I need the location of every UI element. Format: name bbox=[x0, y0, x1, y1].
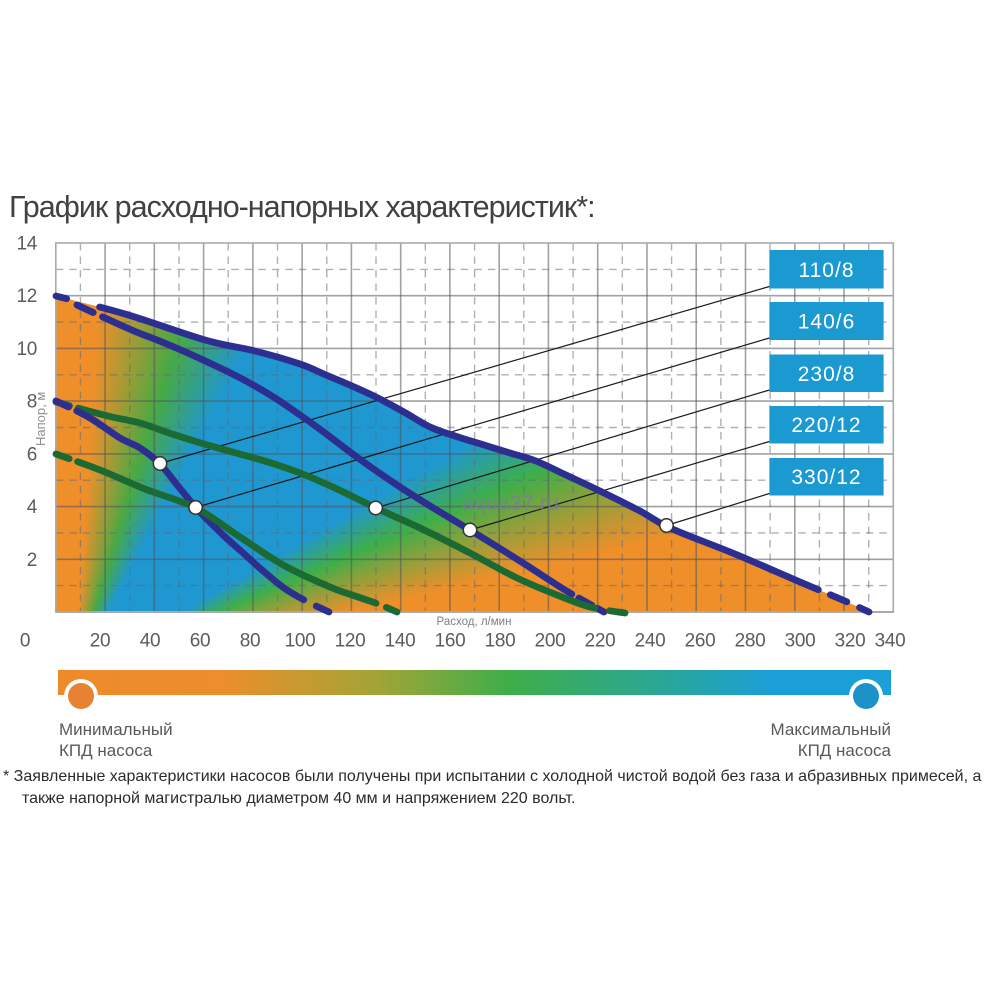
svg-text:60: 60 bbox=[190, 631, 211, 652]
svg-text:340: 340 bbox=[875, 631, 906, 652]
svg-text:Расход, л/мин: Расход, л/мин bbox=[437, 616, 512, 628]
svg-text:240: 240 bbox=[635, 631, 666, 652]
svg-text:120: 120 bbox=[335, 631, 366, 652]
svg-text:260: 260 bbox=[685, 631, 716, 652]
svg-text:10: 10 bbox=[16, 339, 37, 360]
svg-text:300: 300 bbox=[785, 631, 816, 652]
svg-text:330/12: 330/12 bbox=[791, 466, 861, 489]
svg-text:14: 14 bbox=[16, 234, 37, 255]
svg-text:12: 12 bbox=[16, 286, 37, 307]
svg-text:110/8: 110/8 bbox=[799, 259, 855, 282]
svg-text:100: 100 bbox=[285, 631, 316, 652]
svg-text:График расходно-напорных харак: График расходно-напорных характеристик*: bbox=[9, 190, 595, 224]
svg-text:200: 200 bbox=[535, 631, 566, 652]
svg-text:230/8: 230/8 bbox=[798, 363, 856, 386]
svg-text:20: 20 bbox=[90, 631, 111, 652]
svg-text:aqua37.ru: aqua37.ru bbox=[462, 491, 559, 515]
svg-text:80: 80 bbox=[240, 631, 261, 652]
svg-text:280: 280 bbox=[735, 631, 766, 652]
svg-text:40: 40 bbox=[140, 631, 161, 652]
svg-text:220/12: 220/12 bbox=[791, 414, 861, 437]
svg-text:6: 6 bbox=[27, 444, 37, 465]
svg-text:4: 4 bbox=[27, 497, 38, 518]
svg-text:180: 180 bbox=[485, 631, 516, 652]
svg-text:8: 8 bbox=[27, 392, 37, 413]
svg-text:220: 220 bbox=[585, 631, 616, 652]
svg-text:320: 320 bbox=[835, 631, 866, 652]
svg-text:Напор, м: Напор, м bbox=[33, 392, 48, 446]
svg-text:0: 0 bbox=[20, 631, 30, 652]
svg-text:140/6: 140/6 bbox=[798, 311, 856, 334]
svg-text:2: 2 bbox=[27, 550, 37, 571]
svg-text:140: 140 bbox=[385, 631, 416, 652]
svg-text:160: 160 bbox=[435, 631, 466, 652]
